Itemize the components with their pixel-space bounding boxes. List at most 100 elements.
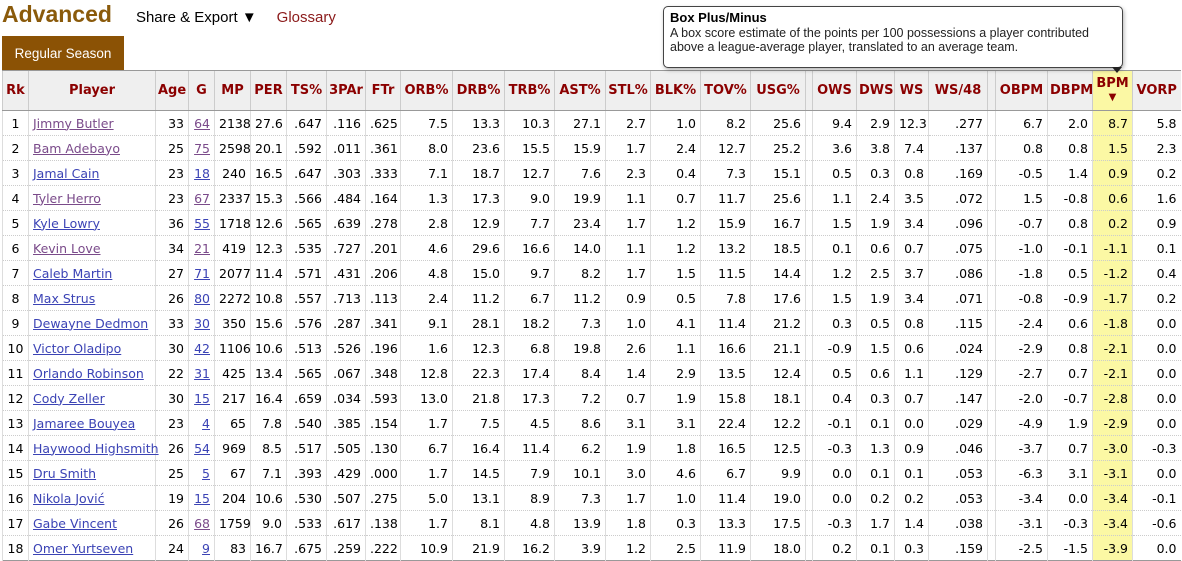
cell-usg-: 18.1 — [750, 385, 806, 411]
cell-3par: .505 — [326, 435, 366, 461]
cell-ws-48: .086 — [928, 260, 988, 286]
player-link[interactable]: Dewayne Dedmon — [33, 315, 149, 331]
share-export-menu[interactable]: Share & Export ▼ — [135, 9, 257, 26]
cell-trb-: 16.2 — [504, 535, 555, 561]
column-header-stl-[interactable]: STL% — [605, 70, 651, 111]
cell-drb-: 23.6 — [452, 135, 505, 161]
cell-per: 11.4 — [250, 260, 287, 286]
cell-ows: 0.3 — [812, 310, 857, 336]
cell-ts-: .647 — [286, 160, 327, 186]
games-link[interactable]: 42 — [194, 340, 210, 356]
tab-regular-season[interactable]: Regular Season — [2, 36, 124, 70]
player-link[interactable]: Orlando Robinson — [33, 365, 144, 381]
column-header-usg-[interactable]: USG% — [750, 70, 806, 111]
games-link[interactable]: 64 — [194, 115, 210, 131]
cell-drb-: 17.3 — [452, 185, 505, 211]
glossary-link[interactable]: Glossary — [276, 9, 336, 26]
column-header-dws[interactable]: DWS — [856, 70, 895, 111]
cell-bpm: 8.7 — [1092, 110, 1133, 136]
games-link[interactable]: 21 — [194, 240, 210, 256]
cell-ftr: .154 — [365, 410, 401, 436]
cell-drb-: 18.7 — [452, 160, 505, 186]
cell-3par: .259 — [326, 535, 366, 561]
player-link[interactable]: Jimmy Butler — [33, 115, 114, 131]
column-header-age[interactable]: Age — [155, 70, 189, 111]
player-link[interactable]: Gabe Vincent — [33, 515, 118, 531]
cell-age: 30 — [155, 385, 189, 411]
column-header-bpm[interactable]: BPM ▼ — [1092, 70, 1133, 111]
cell-usg-: 9.9 — [750, 460, 806, 486]
cell-trb-: 9.7 — [504, 260, 555, 286]
games-link[interactable]: 4 — [202, 415, 210, 431]
column-header-vorp[interactable]: VORP — [1132, 70, 1181, 111]
games-link[interactable]: 80 — [194, 290, 210, 306]
cell-tov-: 15.9 — [700, 210, 751, 236]
column-header-orb-[interactable]: ORB% — [400, 70, 453, 111]
cell-ast-: 15.9 — [554, 135, 606, 161]
games-link[interactable]: 75 — [194, 140, 210, 156]
games-link[interactable]: 67 — [194, 190, 210, 206]
games-link[interactable]: 55 — [194, 215, 210, 231]
player-link[interactable]: Omer Yurtseven — [33, 540, 134, 556]
column-header-g[interactable]: G — [188, 70, 215, 111]
games-link[interactable]: 18 — [194, 165, 210, 181]
column-header-per[interactable]: PER — [250, 70, 287, 111]
games-link[interactable]: 30 — [194, 315, 210, 331]
player-link[interactable]: Cody Zeller — [33, 390, 105, 406]
column-header-ts-[interactable]: TS% — [286, 70, 327, 111]
player-link[interactable]: Victor Oladipo — [33, 340, 122, 356]
cell-vorp: 0.2 — [1132, 285, 1181, 311]
column-header-blk-[interactable]: BLK% — [650, 70, 701, 111]
cell-ows: -0.9 — [812, 335, 857, 361]
player-link[interactable]: Jamal Cain — [33, 165, 100, 181]
column-header-ftr[interactable]: FTr — [365, 70, 401, 111]
cell-per: 12.3 — [250, 235, 287, 261]
player-link[interactable]: Nikola Jović — [33, 490, 105, 506]
games-link[interactable]: 15 — [194, 490, 210, 506]
cell-player: Kevin Love — [28, 235, 156, 261]
player-link[interactable]: Tyler Herro — [33, 190, 101, 206]
column-header-dbpm[interactable]: DBPM — [1047, 70, 1093, 111]
column-header-ws-48[interactable]: WS/48 — [928, 70, 988, 111]
player-link[interactable]: Caleb Martin — [33, 265, 113, 281]
games-link[interactable]: 9 — [202, 540, 210, 556]
player-link[interactable]: Kyle Lowry — [33, 215, 100, 231]
cell-dbpm: -0.7 — [1047, 385, 1093, 411]
games-link[interactable]: 54 — [194, 440, 210, 456]
cell-blank — [805, 160, 813, 186]
player-link[interactable]: Max Strus — [33, 290, 96, 306]
column-header-tov-[interactable]: TOV% — [700, 70, 751, 111]
player-link[interactable]: Jamaree Bouyea — [33, 415, 136, 431]
column-header-trb-[interactable]: TRB% — [504, 70, 555, 111]
column-header-drb-[interactable]: DRB% — [452, 70, 505, 111]
cell-ast-: 27.1 — [554, 110, 606, 136]
column-header-3par[interactable]: 3PAr — [326, 70, 366, 111]
player-link[interactable]: Haywood Highsmith — [33, 440, 159, 456]
table-row: 10 Victor Oladipo 30 42 1106 10.6.513.526.196… — [2, 335, 1181, 361]
page-title: Advanced — [2, 1, 112, 27]
player-link[interactable]: Dru Smith — [33, 465, 97, 481]
games-link[interactable]: 71 — [194, 265, 210, 281]
cell-mp: 1759 — [214, 510, 251, 536]
column-header-ast-[interactable]: AST% — [554, 70, 606, 111]
games-link[interactable]: 68 — [194, 515, 210, 531]
cell-rk: 18 — [2, 535, 29, 561]
column-header-obpm[interactable]: OBPM — [995, 70, 1048, 111]
cell-bpm: 0.6 — [1092, 185, 1133, 211]
games-link[interactable]: 15 — [194, 390, 210, 406]
cell-drb-: 8.1 — [452, 510, 505, 536]
cell-dws: 0.1 — [856, 535, 895, 561]
column-header-player[interactable]: Player — [28, 70, 156, 111]
cell-usg-: 17.6 — [750, 285, 806, 311]
column-header-rk[interactable]: Rk — [2, 70, 29, 111]
cell-rk: 2 — [2, 135, 29, 161]
cell-ftr: .625 — [365, 110, 401, 136]
games-link[interactable]: 5 — [202, 465, 210, 481]
games-link[interactable]: 31 — [194, 365, 210, 381]
column-header-ows[interactable]: OWS — [812, 70, 857, 111]
column-header-ws[interactable]: WS — [894, 70, 929, 111]
column-header-mp[interactable]: MP — [214, 70, 251, 111]
cell-stl-: 0.9 — [605, 285, 651, 311]
player-link[interactable]: Kevin Love — [33, 240, 101, 256]
player-link[interactable]: Bam Adebayo — [33, 140, 120, 156]
